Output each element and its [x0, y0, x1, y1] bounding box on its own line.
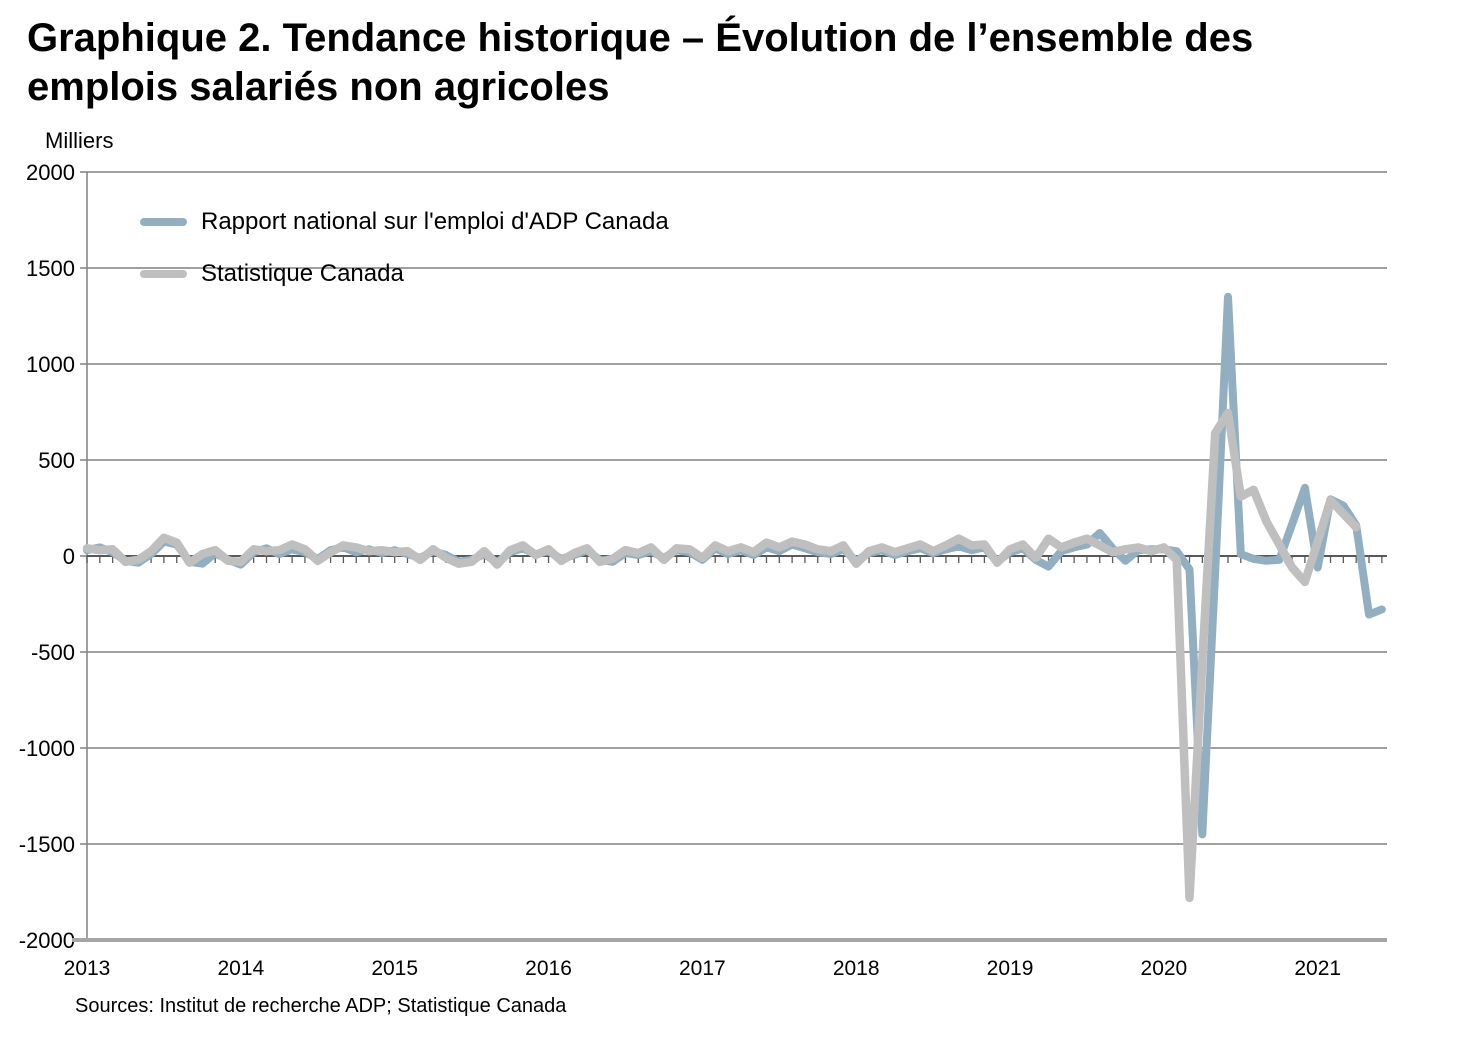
x-axis-label: 2013 [64, 957, 111, 980]
x-axis-label: 2018 [833, 957, 880, 980]
y-axis-label: -2000 [19, 928, 75, 953]
x-axis-label: 2014 [217, 957, 264, 980]
x-axis-label: 2021 [1294, 957, 1341, 980]
y-axis-label: -1000 [19, 736, 75, 761]
x-axis-label: 2016 [525, 957, 572, 980]
x-axis-label: 2015 [371, 957, 418, 980]
y-axis-label: 0 [63, 544, 75, 569]
y-axis-label: -1500 [19, 832, 75, 857]
legend-item-adp: Rapport national sur l'emploi d'ADP Cana… [140, 208, 669, 236]
x-axis-label: 2019 [987, 957, 1034, 980]
legend: Rapport national sur l'emploi d'ADP Cana… [140, 208, 669, 312]
y-axis-label: -500 [31, 640, 75, 665]
y-axis-label: 500 [38, 448, 75, 473]
y-axis-unit-label: Milliers [45, 128, 114, 153]
statcan-series-line [82, 408, 1361, 903]
adp-line-swatch-icon [140, 218, 187, 226]
x-axis-label: 2017 [679, 957, 726, 980]
x-axis-label: 2020 [1141, 957, 1188, 980]
y-axis-label: 1500 [26, 256, 75, 281]
legend-label-statcan: Statistique Canada [201, 260, 404, 287]
y-axis-label: 2000 [26, 160, 75, 185]
legend-label-adp: Rapport national sur l'emploi d'ADP Cana… [201, 208, 669, 235]
source-note: Sources: Institut de recherche ADP; Stat… [75, 995, 567, 1017]
legend-item-statcan: Statistique Canada [140, 260, 669, 288]
chart-title: Graphique 2. Tendance historique – Évolu… [27, 16, 1254, 109]
y-axis-label: 1000 [26, 352, 75, 377]
statcan-line-swatch-icon [140, 270, 187, 278]
